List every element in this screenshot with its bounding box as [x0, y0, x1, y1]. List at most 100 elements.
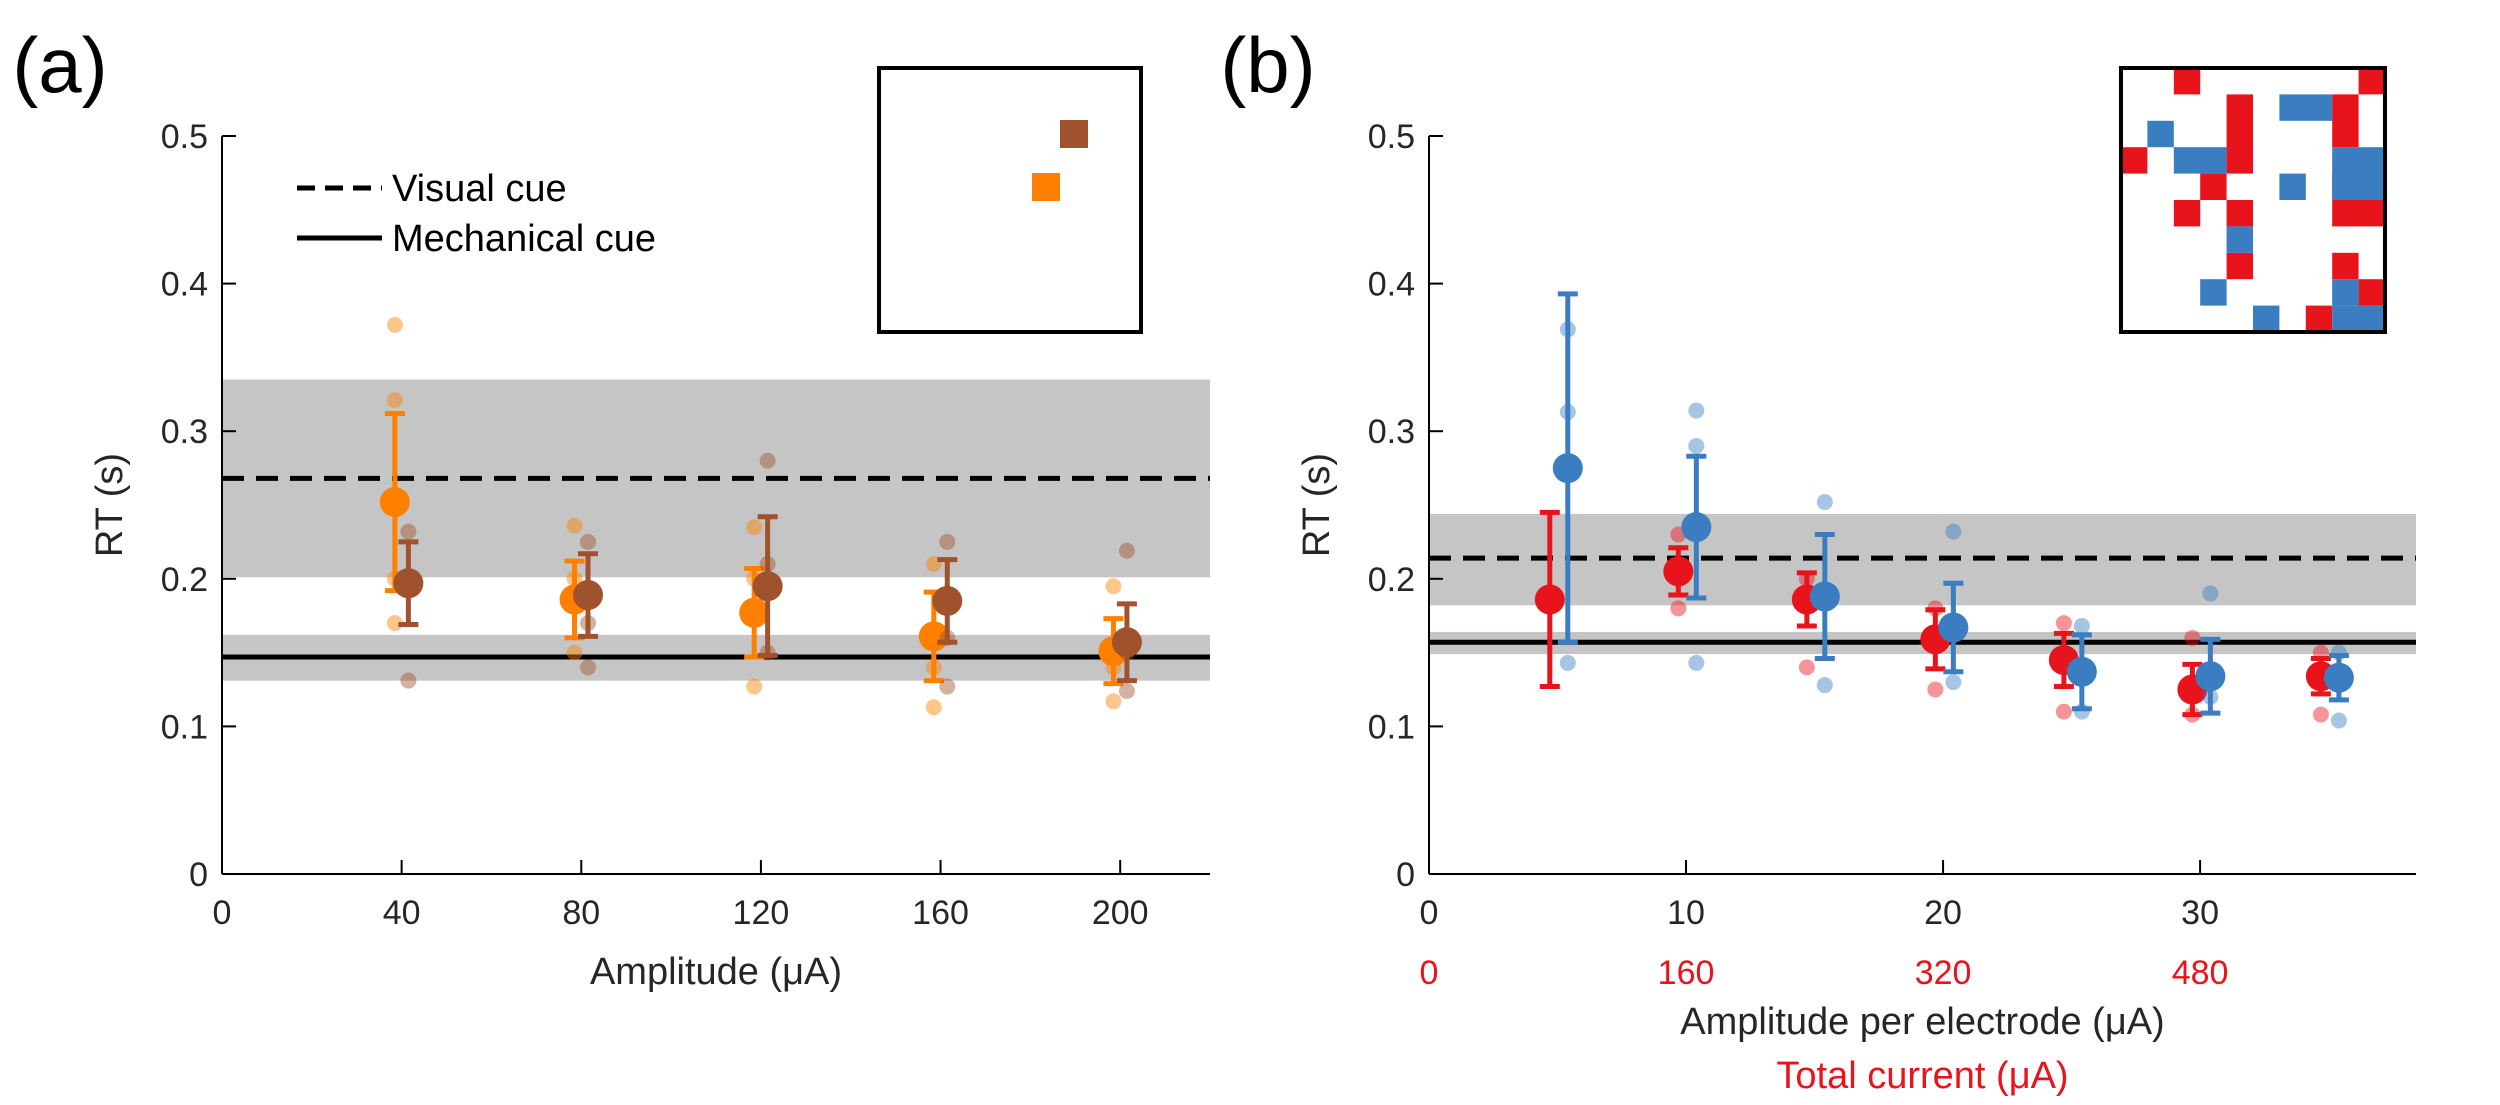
trial-point	[566, 644, 583, 661]
electrode	[1060, 120, 1088, 148]
x-tick-label: 0	[1420, 894, 1439, 932]
y-tick-label: 0.5	[161, 118, 208, 156]
trial-point	[939, 533, 956, 550]
mean-point	[379, 487, 410, 518]
mean-point	[1809, 581, 1840, 612]
trial-point	[580, 659, 597, 676]
trial-point	[1559, 654, 1576, 671]
x-tick-label: 30	[2181, 894, 2219, 932]
trial-point	[759, 452, 776, 469]
y-tick-label: 0.2	[161, 561, 208, 599]
trial-point	[386, 615, 403, 632]
legend-label: Mechanical cue	[392, 218, 656, 260]
x-tick-label: 160	[912, 894, 969, 932]
trial-point	[2312, 706, 2329, 723]
x-tick-label: 40	[383, 894, 421, 932]
panel: 0 0.1 0.2 0.3 0.4 0.5 0 10 20 30 0 160 320 480Amplitu…	[1220, 21, 2416, 1097]
trial-point	[400, 523, 417, 540]
x2-tick-label: 0	[1420, 954, 1439, 992]
y-tick-label: 0.5	[1368, 118, 1415, 156]
mean-point	[2195, 661, 2226, 692]
x2-tick-label: 160	[1658, 954, 1715, 992]
trial-point	[1105, 693, 1122, 710]
trial-point	[386, 392, 403, 409]
x-tick-label: 120	[733, 894, 790, 932]
y-tick-label: 0.2	[1368, 561, 1415, 599]
mean-point	[1663, 556, 1694, 587]
mean-point	[932, 585, 963, 616]
trial-point	[1945, 674, 1962, 691]
trial-point	[386, 316, 403, 333]
mean-point	[1111, 627, 1142, 658]
x-tick-label: 10	[1667, 894, 1705, 932]
mean-point	[1534, 584, 1565, 615]
trial-point	[2184, 629, 2201, 646]
y-axis-label: RT (s)	[1296, 453, 1338, 557]
trial-point	[1670, 600, 1687, 617]
trial-point	[746, 519, 763, 536]
trial-point	[1816, 494, 1833, 511]
trial-point	[1118, 542, 1135, 559]
y-tick-label: 0	[1396, 856, 1415, 894]
x-tick-label: 80	[562, 894, 600, 932]
x-axis-label: Amplitude per electrode (μA)	[1680, 1001, 2164, 1043]
x-tick-label: 20	[1924, 894, 1962, 932]
x-axis-label: Amplitude (μA)	[590, 951, 842, 993]
legend-label: Visual cue	[392, 168, 567, 210]
plots: 00.10.20.30.40.50 40 80 120 160 200Amplitude …	[12, 21, 2416, 1097]
y-tick-label: 0.4	[1368, 266, 1415, 304]
y-tick-label: 0.3	[161, 413, 208, 451]
trial-point	[1688, 402, 1705, 419]
trial-point	[2202, 585, 2219, 602]
trial-point	[400, 672, 417, 689]
panel: 0 0.1 0.2 0.3 0.4 0.5 0 40 80 120 160 200 Amplitude …	[12, 21, 1210, 993]
trial-point	[2055, 703, 2072, 720]
panel-label: (b)	[1220, 21, 1315, 109]
trial-point	[566, 517, 583, 534]
inset-frame	[2119, 66, 2387, 334]
red-electrodes	[2121, 68, 2385, 332]
mean-point	[752, 571, 783, 602]
x-tick-label: 200	[1092, 894, 1149, 932]
trial-point	[2055, 615, 2072, 632]
mean-point	[573, 580, 604, 611]
mean-point	[739, 597, 770, 628]
trial-point	[1688, 437, 1705, 454]
blue-electrodes	[2147, 94, 2385, 332]
y-tick-label: 0	[189, 856, 208, 894]
trial-point	[1688, 654, 1705, 671]
mean-point	[2066, 656, 2097, 687]
panel-label: (a)	[12, 21, 107, 109]
trial-point	[1927, 681, 1944, 698]
y-tick-label: 0.3	[1368, 413, 1415, 451]
trial-point	[1945, 523, 1962, 540]
trial-point	[580, 533, 597, 550]
inset-a	[877, 66, 1143, 334]
x2-axis-label: Total current (μA)	[1776, 1055, 2068, 1097]
trial-point	[1105, 578, 1122, 595]
trial-point	[1118, 682, 1135, 699]
trial-point	[939, 678, 956, 695]
x2-tick-label: 320	[1915, 954, 1972, 992]
x-tick-label: 0	[213, 894, 232, 932]
trial-point	[2073, 618, 2090, 635]
mean-point	[1938, 612, 1969, 643]
electrode	[1032, 173, 1060, 201]
mean-point	[1552, 453, 1583, 484]
y-tick-label: 0.4	[161, 266, 208, 304]
trial-point	[925, 699, 942, 716]
x2-tick-label: 480	[2172, 954, 2229, 992]
mean-point	[1681, 512, 1712, 543]
inset-b	[2119, 66, 2387, 334]
mean-point	[2323, 662, 2354, 693]
y-tick-label: 0.1	[1368, 708, 1415, 746]
mean-point	[393, 568, 424, 599]
inset-frame	[877, 66, 1143, 334]
trial-point	[1798, 659, 1815, 676]
trial-point	[1816, 677, 1833, 694]
y-axis-label: RT (s)	[89, 453, 131, 557]
trial-point	[746, 678, 763, 695]
trial-point	[2330, 712, 2347, 729]
